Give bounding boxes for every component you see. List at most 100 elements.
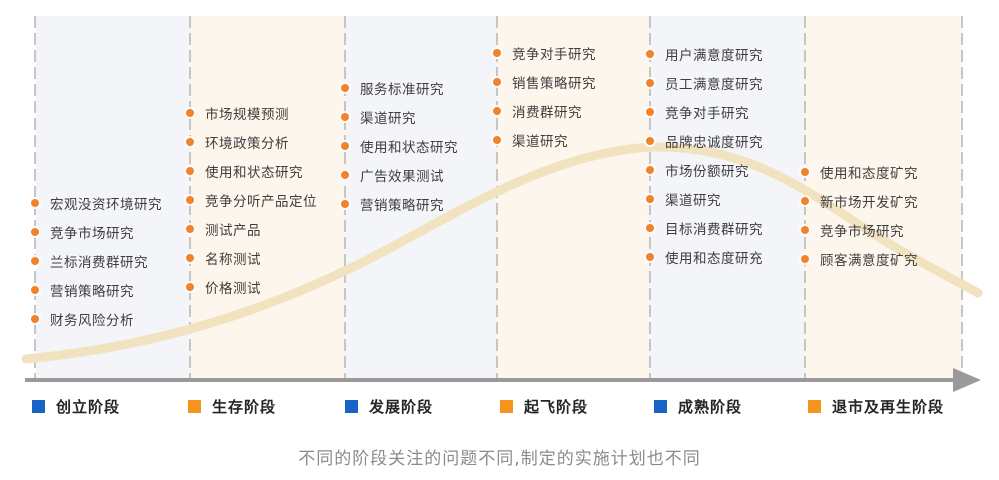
bullet-icon: [646, 108, 654, 116]
legend-label: 创立阶段: [56, 398, 121, 416]
research-item: 营销策略研究: [341, 194, 444, 214]
legend-item-stage-4: 起飞阶段: [500, 396, 588, 417]
bullet-icon: [801, 226, 809, 234]
research-item-label: 竞争分听产品定位: [205, 194, 317, 210]
legend-label: 起飞阶段: [524, 398, 589, 416]
timeline-axis: [25, 378, 958, 382]
bullet-icon: [646, 79, 654, 87]
research-item: 顾客满意度矿究: [801, 249, 918, 269]
bullet-icon: [31, 286, 39, 294]
bullet-icon: [801, 197, 809, 205]
research-item-label: 渠道研究: [665, 193, 721, 209]
legend-item-stage-6: 退市及再生阶段: [808, 396, 944, 417]
research-item: 渠道研究: [646, 189, 721, 209]
legend-item-stage-1: 创立阶段: [32, 396, 120, 417]
bullet-icon: [646, 253, 654, 261]
research-item-label: 使用和状态研究: [205, 165, 303, 181]
research-item-label: 员工满意度研究: [665, 77, 763, 93]
research-item-label: 营销策略研究: [50, 284, 134, 300]
bullet-icon: [186, 254, 194, 262]
timeline-arrow-icon: [953, 368, 981, 392]
research-item-label: 广告效果测试: [360, 169, 444, 185]
research-item: 竞争对手研究: [493, 43, 596, 63]
research-item: 用户满意度研究: [646, 44, 763, 64]
research-item-label: 品牌忠诚度研究: [665, 135, 763, 151]
research-item: 兰标消费群研究: [31, 251, 148, 271]
research-item: 渠道研究: [341, 107, 416, 127]
bullet-icon: [31, 315, 39, 323]
research-item-label: 使用和态度研充: [665, 251, 763, 267]
research-item: 市场份额研究: [646, 160, 749, 180]
bullet-icon: [493, 78, 501, 86]
research-item: 使用和状态研究: [186, 161, 303, 181]
legend-label: 成熟阶段: [678, 398, 743, 416]
legend-square-icon: [500, 400, 513, 413]
research-item: 渠道研究: [493, 130, 568, 150]
research-item: 营销策略研究: [31, 280, 134, 300]
research-item-label: 新市场开发矿究: [820, 195, 918, 211]
research-item: 财务风险分析: [31, 309, 134, 329]
legend-square-icon: [808, 400, 821, 413]
bullet-icon: [801, 168, 809, 176]
bullet-icon: [341, 84, 349, 92]
bullet-icon: [31, 257, 39, 265]
research-item-label: 渠道研究: [512, 134, 568, 150]
bullet-icon: [646, 137, 654, 145]
bullet-icon: [341, 142, 349, 150]
research-item-label: 竞争对手研究: [665, 106, 749, 122]
research-item-label: 市场份额研究: [665, 164, 749, 180]
research-item-label: 竞争对手研究: [512, 47, 596, 63]
bullet-icon: [186, 283, 194, 291]
research-item-label: 财务风险分析: [50, 313, 134, 329]
bullet-icon: [31, 228, 39, 236]
bullet-icon: [31, 199, 39, 207]
research-item-label: 市场规模预测: [205, 107, 289, 123]
research-item: 测试产品: [186, 219, 261, 239]
research-item: 市场规模预测: [186, 103, 289, 123]
bullet-icon: [493, 49, 501, 57]
research-item-label: 用户满意度研究: [665, 48, 763, 64]
legend-label: 退市及再生阶段: [832, 398, 945, 416]
research-item: 品牌忠诚度研究: [646, 131, 763, 151]
research-item: 目标消费群研究: [646, 218, 763, 238]
research-item-label: 兰标消费群研究: [50, 255, 148, 271]
bullet-icon: [341, 200, 349, 208]
legend-item-stage-3: 发展阶段: [345, 396, 433, 417]
research-item: 竞争对手研究: [646, 102, 749, 122]
legend-item-stage-2: 生存阶段: [188, 396, 276, 417]
bullet-icon: [186, 167, 194, 175]
stage-divider-line: [496, 16, 498, 378]
research-item-label: 测试产品: [205, 223, 261, 239]
legend-item-stage-5: 成熟阶段: [654, 396, 742, 417]
bullet-icon: [341, 113, 349, 121]
bullet-icon: [186, 109, 194, 117]
bullet-icon: [186, 225, 194, 233]
bullet-icon: [493, 107, 501, 115]
research-item-label: 环境政策分析: [205, 136, 289, 152]
legend-square-icon: [654, 400, 667, 413]
research-item: 销售策略研究: [493, 72, 596, 92]
bullet-icon: [646, 195, 654, 203]
research-item: 服务标准研究: [341, 78, 444, 98]
research-item: 宏观没资环境研究: [31, 193, 162, 213]
research-item: 员工满意度研究: [646, 73, 763, 93]
research-item-label: 使用和状态研究: [360, 140, 458, 156]
research-item-label: 目标消费群研究: [665, 222, 763, 238]
stage-divider-line: [961, 16, 963, 378]
legend-label: 发展阶段: [369, 398, 434, 416]
legend-square-icon: [345, 400, 358, 413]
research-item-label: 消费群研究: [512, 105, 582, 121]
research-item: 使用和态度研充: [646, 247, 763, 267]
research-item-label: 顾客满意度矿究: [820, 253, 918, 269]
research-item-label: 竞争市场研究: [820, 224, 904, 240]
research-item-label: 渠道研究: [360, 111, 416, 127]
bullet-icon: [186, 138, 194, 146]
bullet-icon: [493, 136, 501, 144]
research-item: 竞争市场研究: [801, 220, 904, 240]
research-item: 名称测试: [186, 248, 261, 268]
research-item: 竞争市场研究: [31, 222, 134, 242]
stage-column-4-background: [497, 16, 650, 378]
research-item: 使用和状态研究: [341, 136, 458, 156]
research-item-label: 销售策略研究: [512, 76, 596, 92]
